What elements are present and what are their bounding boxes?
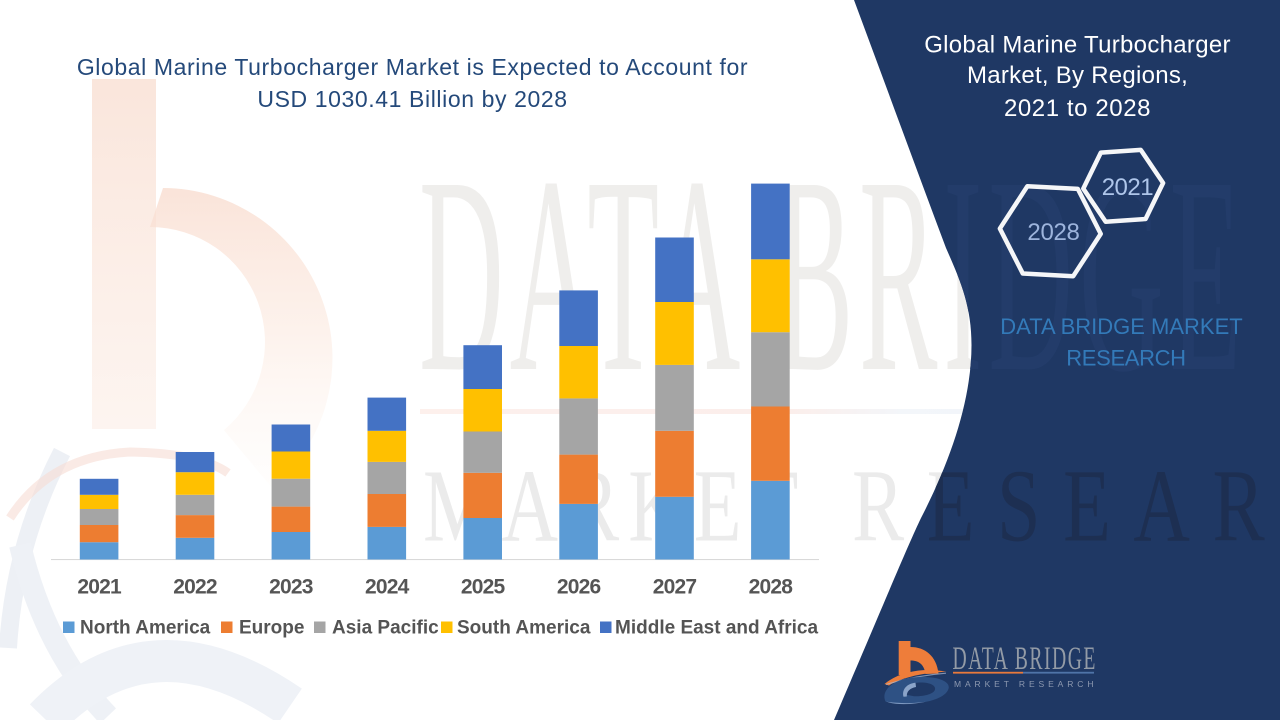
svg-text:RESEARCH: RESEARCH xyxy=(852,448,1280,563)
svg-text:2022: 2022 xyxy=(173,576,217,599)
svg-text:2026: 2026 xyxy=(557,576,601,599)
svg-text:DATA BRIDGE MARKET: DATA BRIDGE MARKET xyxy=(1000,314,1242,339)
svg-text:South America: South America xyxy=(457,618,591,639)
svg-text:2025: 2025 xyxy=(461,576,506,599)
svg-text:MARKET RESEARCH: MARKET RESEARCH xyxy=(954,679,1097,689)
svg-text:MARKET: MARKET xyxy=(423,448,807,563)
svg-text:Global Marine Turbocharger: Global Marine Turbocharger xyxy=(924,32,1231,59)
svg-text:RESEARCH: RESEARCH xyxy=(1066,345,1185,370)
svg-text:Middle East and Africa: Middle East and Africa xyxy=(615,618,818,639)
svg-text:Asia Pacific: Asia Pacific xyxy=(332,618,439,639)
svg-text:2024: 2024 xyxy=(365,576,410,599)
svg-text:Europe: Europe xyxy=(239,618,304,639)
svg-text:2027: 2027 xyxy=(653,576,697,599)
svg-text:2023: 2023 xyxy=(269,576,313,599)
svg-text:2028: 2028 xyxy=(1027,219,1079,246)
svg-text:2021: 2021 xyxy=(1102,174,1154,201)
svg-text:Market, By Regions,: Market, By Regions, xyxy=(967,62,1188,89)
svg-text:DATA BRIDGE: DATA BRIDGE xyxy=(953,640,1097,676)
svg-text:2021: 2021 xyxy=(77,576,122,599)
svg-text:North America: North America xyxy=(80,618,211,639)
svg-text:DATA BRIDGE: DATA BRIDGE xyxy=(419,118,1247,430)
svg-text:2021 to 2028: 2021 to 2028 xyxy=(1004,95,1151,122)
svg-text:2028: 2028 xyxy=(749,576,794,599)
